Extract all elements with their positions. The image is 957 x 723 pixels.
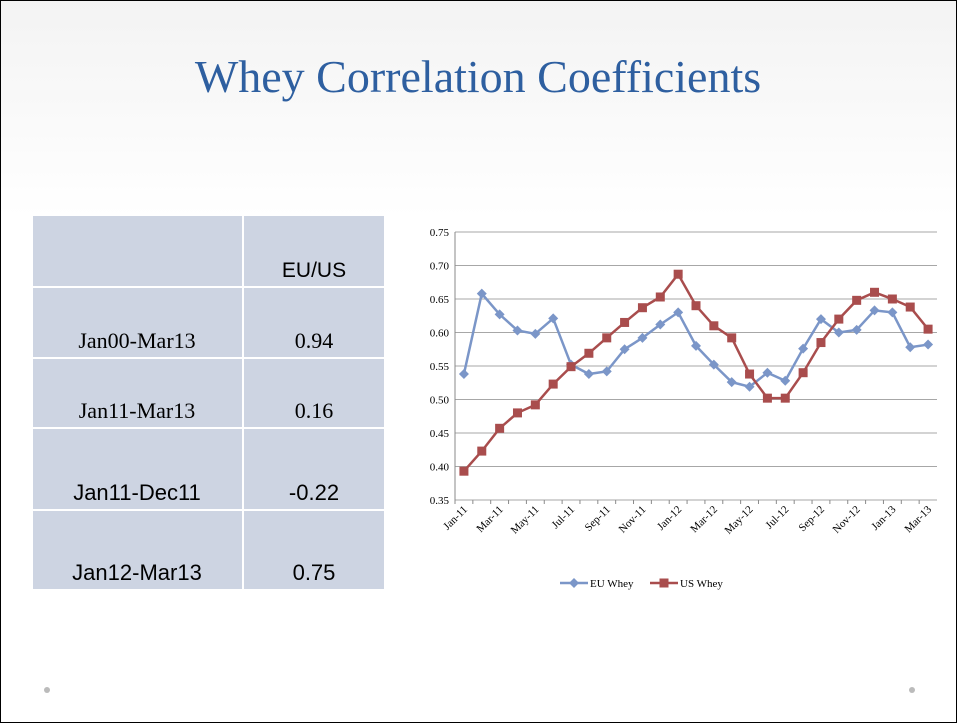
- data-point: [637, 303, 647, 313]
- data-point: [905, 342, 916, 353]
- data-point: [870, 287, 880, 297]
- table-cell: [242, 509, 386, 591]
- data-point: [655, 319, 666, 330]
- y-tick-label: 0.70: [430, 261, 450, 273]
- data-point: [477, 446, 487, 456]
- y-tick-label: 0.45: [430, 428, 450, 440]
- data-point: [476, 288, 487, 299]
- y-tick-label: 0.75: [430, 227, 450, 239]
- data-point: [762, 367, 773, 378]
- table-cell: [242, 427, 386, 511]
- data-point: [548, 379, 558, 389]
- data-point: [584, 348, 594, 358]
- data-point: [780, 393, 790, 403]
- data-point: [923, 339, 934, 350]
- data-point: [602, 333, 612, 343]
- table-cell: [242, 286, 386, 359]
- data-point: [637, 332, 648, 343]
- slide-title: Whey Correlation Coefficients: [195, 51, 761, 102]
- data-point: [655, 292, 665, 302]
- data-point: [816, 338, 826, 348]
- data-point: [566, 362, 576, 372]
- data-point: [512, 408, 522, 418]
- y-tick-label: 0.60: [430, 328, 450, 340]
- data-point: [798, 368, 808, 378]
- table-cell: [242, 357, 386, 429]
- data-point: [905, 302, 915, 312]
- data-point: [815, 314, 826, 325]
- table-value: -0.22: [289, 480, 339, 505]
- legend-marker: [569, 578, 579, 588]
- dot: [909, 687, 915, 693]
- table-value: 0.16: [295, 398, 334, 423]
- y-tick-label: 0.65: [430, 294, 450, 306]
- data-point: [530, 328, 541, 339]
- y-tick-label: 0.40: [430, 462, 450, 474]
- table-cell: [242, 214, 386, 288]
- table-row-label: Jan00-Mar13: [78, 328, 195, 353]
- y-tick-label: 0.50: [430, 395, 450, 407]
- data-point: [780, 375, 791, 386]
- data-point: [745, 369, 755, 379]
- data-point: [833, 327, 844, 338]
- data-point: [762, 393, 772, 403]
- table-value: 0.94: [295, 328, 334, 353]
- table-header: EU/US: [282, 259, 346, 282]
- data-point: [459, 466, 469, 476]
- table-row-label: Jan12-Mar13: [72, 560, 202, 585]
- data-point: [619, 344, 630, 355]
- table-cell: [31, 286, 244, 359]
- data-point: [495, 423, 505, 433]
- table-cell: [31, 509, 244, 591]
- data-point: [852, 295, 862, 305]
- table: EU/US Jan00-Mar13 0.94 Jan11-Mar13 0.16 Jan11…: [31, 214, 386, 591]
- dot: [44, 687, 50, 693]
- table-row-label: Jan11-Dec11: [73, 480, 201, 505]
- data-point: [548, 313, 559, 324]
- y-tick-label: 0.55: [430, 361, 450, 373]
- data-point: [601, 366, 612, 377]
- data-point: [458, 369, 469, 380]
- y-tick-label: 0.35: [430, 495, 450, 507]
- data-point: [673, 307, 684, 318]
- table-row-label: Jan11-Mar13: [79, 398, 196, 423]
- data-point: [691, 301, 701, 311]
- table-value: 0.75: [293, 560, 336, 585]
- data-point: [708, 359, 719, 370]
- data-point: [620, 317, 630, 327]
- data-point: [869, 305, 880, 316]
- data-point: [727, 333, 737, 343]
- data-point: [691, 340, 701, 351]
- data-point: [923, 324, 933, 334]
- data-point: [709, 321, 719, 331]
- data-point: [887, 307, 898, 318]
- data-point: [851, 324, 862, 335]
- data-point: [798, 343, 809, 354]
- data-point: [744, 381, 755, 392]
- legend-label: US Whey: [680, 578, 723, 590]
- legend-label: EU Whey: [590, 578, 634, 590]
- data-point: [512, 325, 523, 336]
- data-point: [834, 314, 844, 324]
- data-point: [583, 369, 594, 380]
- data-point: [530, 400, 540, 410]
- data-point: [887, 294, 897, 304]
- data-point: [494, 309, 505, 320]
- legend-marker: [659, 578, 669, 588]
- data-point: [726, 377, 737, 388]
- table-cell: [31, 214, 244, 288]
- data-point: [673, 269, 683, 279]
